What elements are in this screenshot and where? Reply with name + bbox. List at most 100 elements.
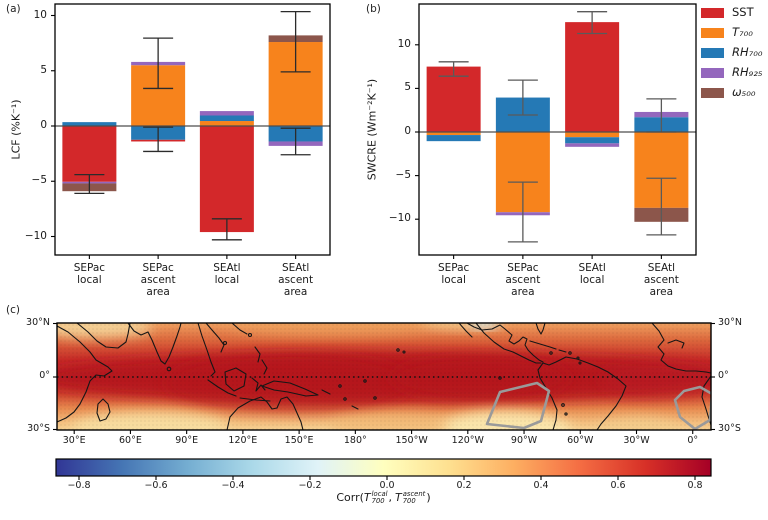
coast-china <box>231 323 248 335</box>
x-category-label: SEPac ascent area <box>505 262 541 299</box>
axes-frame <box>54 3 331 256</box>
coast-borneo <box>224 367 247 392</box>
legend-swatch <box>701 48 724 58</box>
panel-b-ylabel: SWCRE (Wm⁻²K⁻¹) <box>365 78 379 181</box>
island-dot <box>363 379 367 383</box>
colorbar-gradient <box>56 459 711 476</box>
x-category-label: SEPac ascent area <box>140 262 176 299</box>
island-dot <box>343 397 347 401</box>
legend-label: RH₉₂₅ <box>732 65 763 80</box>
correlation-heatmap <box>57 323 711 430</box>
colorbar-label-close: ) <box>426 491 431 504</box>
lon-tick-label: 0° <box>687 435 699 446</box>
axes-frame <box>418 3 697 256</box>
colorbar-tick-label: −0.4 <box>221 480 245 491</box>
coast-florida <box>535 323 546 335</box>
lat-tick-label-left: 30°N <box>26 316 50 328</box>
coast-gulf-central-america <box>466 323 544 363</box>
y-tick-label: −5 <box>395 168 411 181</box>
lon-tick-label: 90°W <box>510 435 538 446</box>
lake-titicaca <box>561 403 565 407</box>
bar-segment-sst <box>565 22 620 133</box>
lon-tick-label: 120°E <box>228 435 258 446</box>
lon-tick-label: 60°E <box>119 435 142 446</box>
lat-tick-label-right: 30°N <box>718 316 742 328</box>
bar-segment-t700 <box>426 132 481 136</box>
colorbar-tick-label: −0.2 <box>298 480 322 491</box>
panel-a-chart <box>51 3 331 259</box>
y-tick-label: 5 <box>40 63 47 76</box>
legend-swatch <box>701 88 724 98</box>
coast-srilanka <box>166 366 172 372</box>
island-dot <box>338 384 342 388</box>
island-dot <box>549 351 553 355</box>
colorbar-tick-label: 0.2 <box>456 480 472 491</box>
colorbar-label-t2: T <box>395 491 402 504</box>
x-category-label: SEPac local <box>437 262 470 287</box>
colorbar-tick-label: 0.0 <box>379 480 395 491</box>
coast-mexico-pacific <box>475 323 542 364</box>
lat-tick-label-right: 0° <box>718 370 729 381</box>
coast-philippines <box>254 346 268 375</box>
map-panel <box>53 322 715 434</box>
legend-swatch <box>701 68 724 78</box>
colorbar-label-func: Corr( <box>336 491 364 504</box>
colorbar-label-t1: T <box>363 491 371 504</box>
coastlines <box>57 323 711 430</box>
river-niger-bend <box>667 339 685 349</box>
lon-tick-label: 90°E <box>175 435 199 446</box>
lat-tick-label-left: 30°S <box>27 422 50 434</box>
x-category-label: SEAtl ascent area <box>643 262 679 299</box>
bar-segment-t700 <box>565 132 620 138</box>
x-category-label: SEAtl local <box>578 262 606 287</box>
bar-segment-sst <box>426 66 481 132</box>
y-tick-label: 0 <box>404 125 411 137</box>
island-dot <box>373 396 377 400</box>
colorbar-tick-label: 0.6 <box>610 480 626 491</box>
coast-melanesia <box>321 389 359 410</box>
bar-segment-rh700 <box>565 137 620 144</box>
bar-segment-rh925 <box>565 143 620 147</box>
lon-tick-label: 30°E <box>62 435 86 446</box>
coast-baja <box>458 323 473 338</box>
colorbar-ticks <box>78 476 696 480</box>
panel-label-c: (c) <box>6 304 20 316</box>
island-hawaii <box>396 348 400 352</box>
bar-segment-sst <box>62 126 117 182</box>
lon-tick-label: 120°W <box>451 435 484 446</box>
lon-tick-label: 30°W <box>623 435 650 446</box>
x-category-label: SEAtl ascent area <box>278 262 314 299</box>
coast-new-guinea <box>261 380 319 397</box>
coast-indochina <box>205 323 225 353</box>
coast-taiwan <box>247 332 253 338</box>
y-tick-label: 10 <box>33 8 47 21</box>
bar-segment-sst <box>199 126 254 233</box>
bar-segment-rh925 <box>199 111 254 116</box>
legend: SST T₇₀₀ RH₇₀₀ RH₉₂₅ ω₅₀₀ <box>701 7 762 107</box>
x-category-label: SEPac local <box>73 262 106 287</box>
lat-tick-label-right: 30°S <box>718 422 741 434</box>
colorbar-tick-label: −0.8 <box>67 480 91 491</box>
colorbar-tick-label: 0.8 <box>687 480 703 491</box>
lon-tick-label: 180° <box>343 435 367 446</box>
island-hawaii <box>402 350 406 354</box>
legend-swatch <box>701 28 724 38</box>
legend-item-sst: SST <box>701 7 762 19</box>
colorbar-label-sep: , <box>388 491 393 504</box>
lon-tick-label: 150°W <box>395 435 428 446</box>
bar-segment-t700 <box>199 121 254 126</box>
region-outline-sepac <box>485 381 551 430</box>
coast-malay-peninsula <box>197 323 216 377</box>
panel-label-a: (a) <box>6 3 21 15</box>
lake-dot <box>564 412 568 416</box>
bar-segment-rh700 <box>199 115 254 122</box>
map-axis-ticks <box>53 322 715 434</box>
legend-item-: ω₅₀₀ <box>701 87 762 99</box>
colorbar <box>55 458 712 480</box>
coast-india <box>127 323 182 365</box>
y-tick-label: 5 <box>404 81 411 94</box>
coast-cuba-hispaniola <box>529 340 567 353</box>
